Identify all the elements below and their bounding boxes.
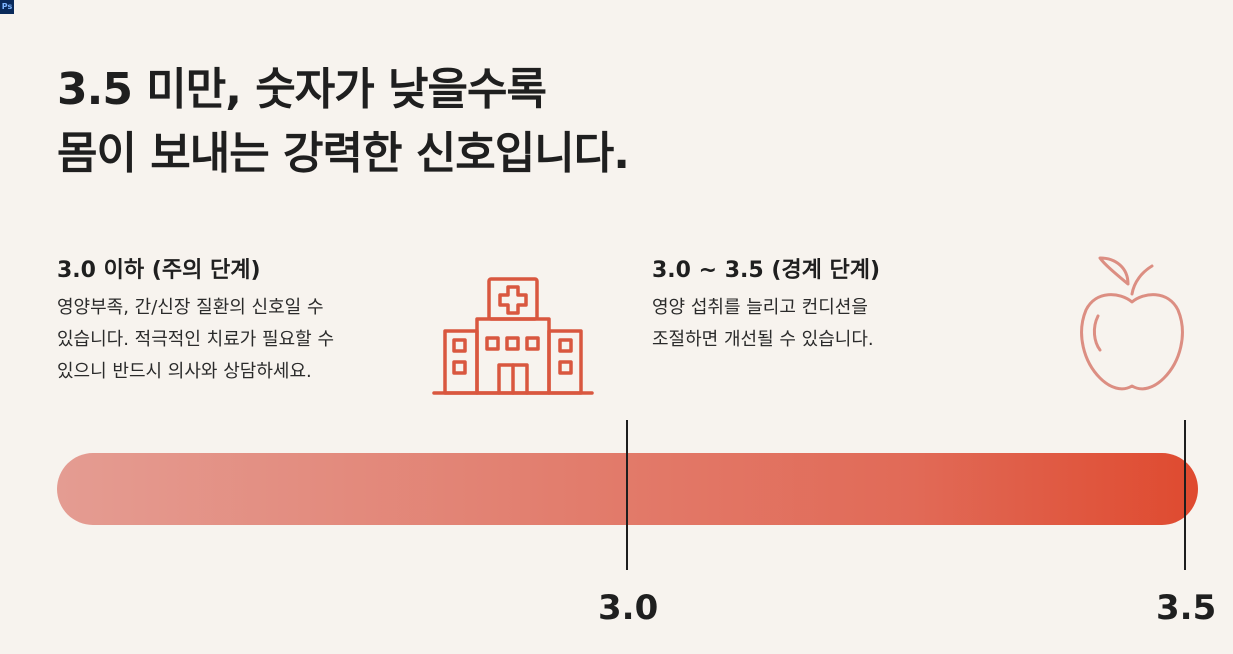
marker-label-3-5: 3.5 bbox=[1156, 588, 1217, 628]
app-badge: Ps bbox=[0, 0, 14, 14]
hospital-icon bbox=[432, 276, 596, 398]
headline: 3.5 미만, 숫자가 낮을수록 몸이 보내는 강력한 신호입니다. bbox=[57, 58, 957, 186]
caution-stage-description: 영양부족, 간/신장 질환의 신호일 수 있습니다. 적극적인 치료가 필요할 … bbox=[57, 292, 417, 388]
caution-stage-line-2: 있습니다. 적극적인 치료가 필요할 수 bbox=[57, 329, 335, 350]
borderline-stage-description: 영양 섭취를 늘리고 컨디션을 조절하면 개선될 수 있습니다. bbox=[652, 292, 1012, 356]
borderline-stage-block: 3.0 ~ 3.5 (경계 단계) 영양 섭취를 늘리고 컨디션을 조절하면 개… bbox=[652, 256, 1012, 356]
caution-stage-line-3: 있으니 반드시 의사와 상담하세요. bbox=[57, 361, 312, 382]
headline-line-1: 3.5 미만, 숫자가 낮을수록 bbox=[57, 64, 547, 115]
caution-stage-block: 3.0 이하 (주의 단계) 영양부족, 간/신장 질환의 신호일 수 있습니다… bbox=[57, 256, 417, 388]
caution-stage-title: 3.0 이하 (주의 단계) bbox=[57, 258, 261, 283]
borderline-stage-line-2: 조절하면 개선될 수 있습니다. bbox=[652, 329, 874, 350]
borderline-stage-line-1: 영양 섭취를 늘리고 컨디션을 bbox=[652, 297, 868, 318]
marker-label-3-0: 3.0 bbox=[598, 588, 659, 628]
marker-line-3-5 bbox=[1184, 420, 1186, 570]
apple-icon bbox=[1076, 254, 1190, 398]
headline-line-2: 몸이 보내는 강력한 신호입니다. bbox=[57, 128, 630, 179]
marker-line-3-0 bbox=[626, 420, 628, 570]
caution-stage-line-1: 영양부족, 간/신장 질환의 신호일 수 bbox=[57, 297, 324, 318]
borderline-stage-title: 3.0 ~ 3.5 (경계 단계) bbox=[652, 258, 881, 283]
